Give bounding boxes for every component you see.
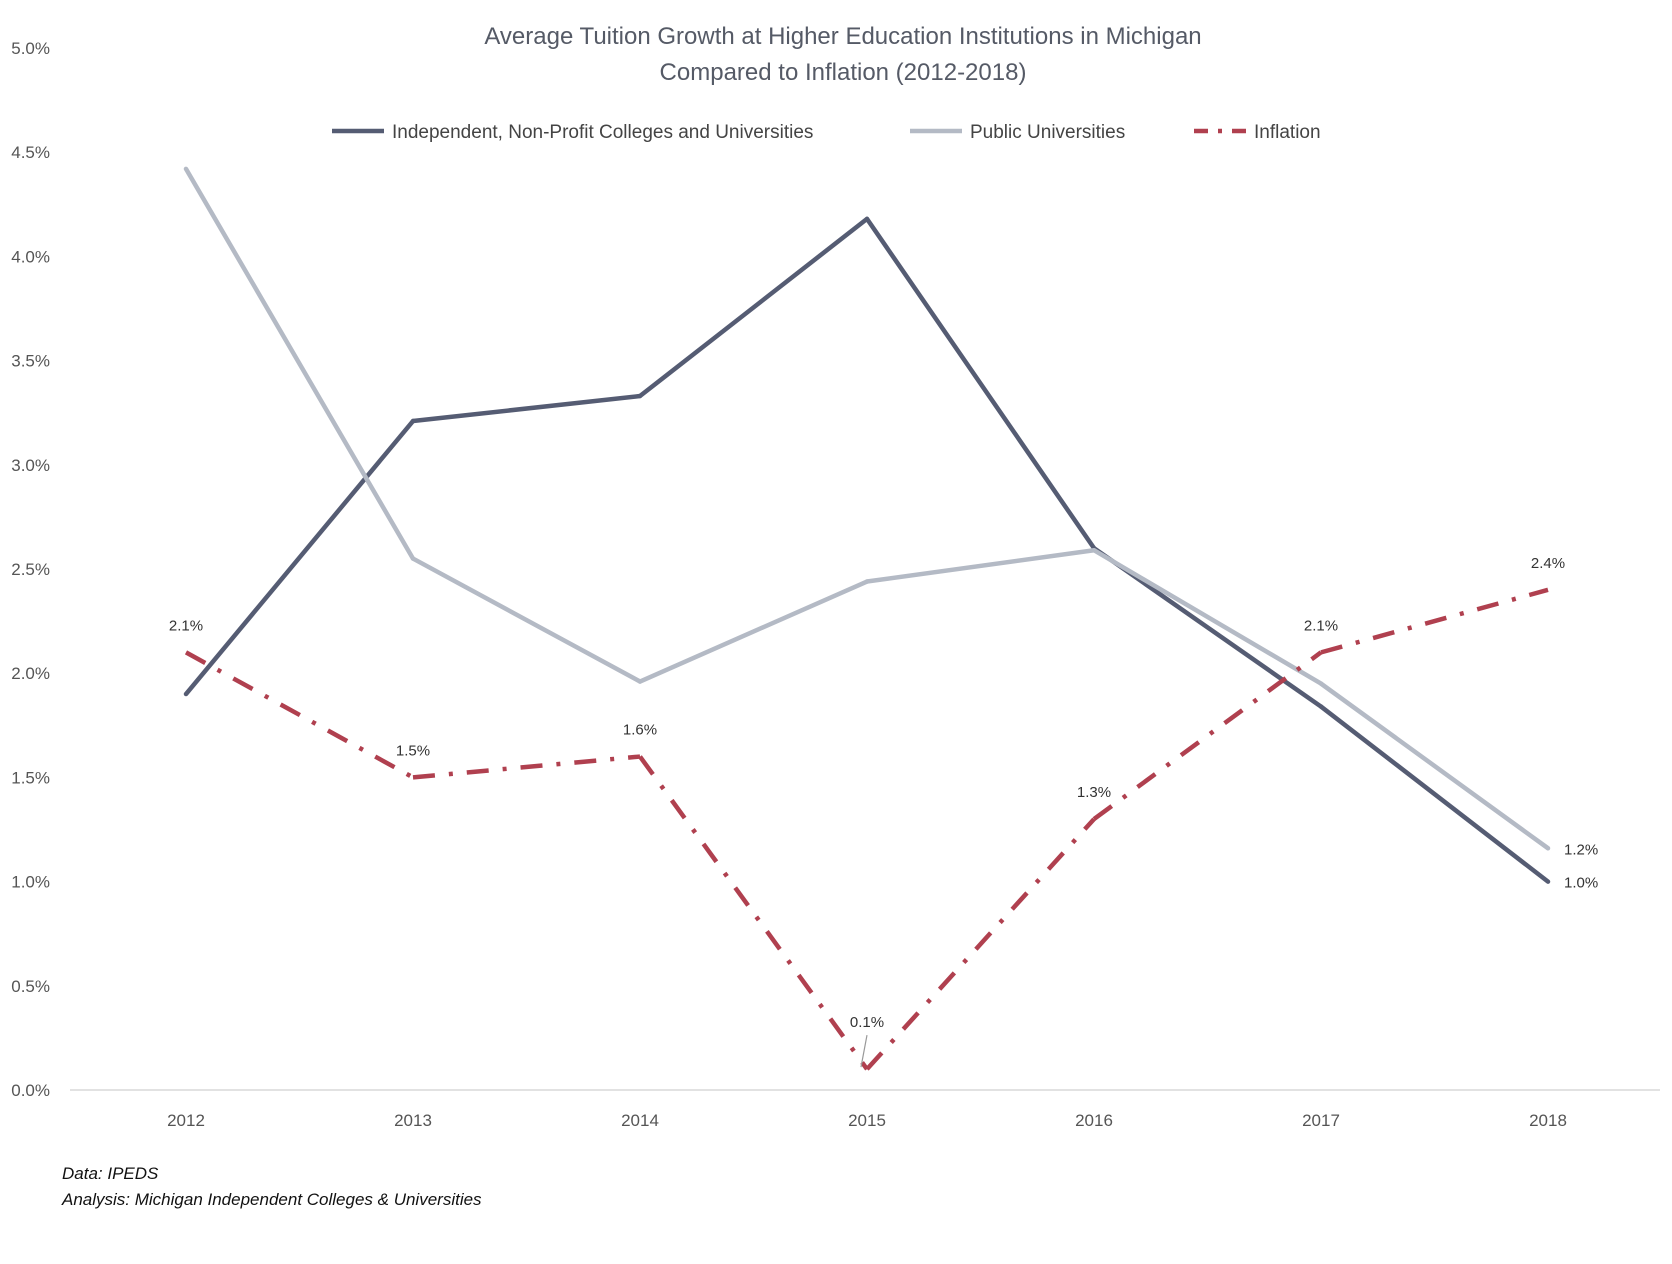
series-1 (183, 216, 1551, 884)
data-label: 1.0% (1564, 875, 1598, 892)
series-2 (183, 166, 1551, 851)
legend: Independent, Non-Profit Colleges and Uni… (332, 122, 1321, 143)
series-3-segment (412, 754, 641, 780)
series-2-segment (183, 166, 416, 561)
series-2-segment (410, 556, 643, 684)
series-1-segment (864, 216, 1097, 551)
chart-title-line-1: Average Tuition Growth at Higher Educati… (484, 23, 1201, 50)
x-tick-label: 2015 (848, 1111, 886, 1130)
y-tick-label: 1.5% (11, 768, 50, 787)
y-tick-label: 0.0% (11, 1081, 50, 1100)
data-source-note: Data: IPEDS (62, 1164, 159, 1183)
y-tick-label: 2.0% (11, 664, 50, 683)
series-1-segment (183, 418, 416, 697)
series-3 (184, 587, 1549, 1071)
data-labels: 1.0% 1.2% 2.1% 1.5% 1.6% 0.1% 1.3% 2.1% 2.4% (169, 555, 1598, 1068)
x-tick-label: 2016 (1075, 1111, 1113, 1130)
series-3-segment (865, 817, 1096, 1071)
x-tick-label: 2014 (621, 1111, 659, 1130)
data-label: 1.3% (1077, 784, 1111, 801)
legend-label: Independent, Non-Profit Colleges and Uni… (392, 122, 813, 143)
data-label: 1.2% (1564, 841, 1598, 858)
chart-title: Average Tuition Growth at Higher Educati… (484, 23, 1201, 86)
series-2-segment (1318, 681, 1551, 851)
series-1-segment (410, 393, 643, 424)
y-tick-label: 3.0% (11, 456, 50, 475)
data-label: 0.1% (850, 1014, 884, 1031)
series-1-segment (1318, 704, 1551, 884)
x-tick-label: 2018 (1529, 1111, 1567, 1130)
chart-title-line-2: Compared to Inflation (2012-2018) (660, 59, 1027, 86)
x-tick-label: 2012 (167, 1111, 205, 1130)
y-tick-label: 2.5% (11, 560, 50, 579)
y-tick-label: 1.0% (11, 873, 50, 892)
series-1-segment (637, 216, 870, 399)
x-tick-label: 2013 (394, 1111, 432, 1130)
series-layer (183, 166, 1551, 1071)
legend-label: Inflation (1254, 122, 1321, 143)
y-tick-label: 0.5% (11, 977, 50, 996)
series-2-segment (864, 547, 1097, 584)
data-label: 2.1% (1304, 617, 1338, 634)
data-label: 2.4% (1531, 555, 1565, 572)
series-3-segment (638, 755, 869, 1071)
series-2-segment (1091, 547, 1324, 686)
series-3-segment (1320, 587, 1549, 655)
data-label: 1.5% (396, 742, 430, 759)
legend-item-1: Independent, Non-Profit Colleges and Uni… (332, 122, 813, 143)
y-tick-label: 4.0% (11, 247, 50, 266)
y-axis: 0.0% 0.5% 1.0% 1.5% 2.0% 2.5% 3.0% 3.5% 4.0% 4.5%… (11, 39, 50, 1100)
data-label: 1.6% (623, 722, 657, 739)
x-axis: 2012 2013 2014 2015 2016 2017 2018 (70, 1089, 1660, 1130)
y-tick-label: 4.5% (11, 143, 50, 162)
legend-item-2: Public Universities (910, 122, 1125, 143)
analysis-note: Analysis: Michigan Independent Colleges … (62, 1190, 482, 1209)
y-tick-label: 5.0% (11, 39, 50, 58)
series-2-segment (637, 579, 870, 684)
y-tick-label: 3.5% (11, 352, 50, 371)
label-leader-line (860, 1035, 868, 1068)
series-3-segment (1092, 650, 1323, 821)
data-label: 2.1% (169, 617, 203, 634)
series-3-segment (184, 650, 415, 780)
legend-item-3: Inflation (1194, 122, 1321, 143)
x-tick-label: 2017 (1302, 1111, 1340, 1130)
legend-label: Public Universities (970, 122, 1125, 143)
